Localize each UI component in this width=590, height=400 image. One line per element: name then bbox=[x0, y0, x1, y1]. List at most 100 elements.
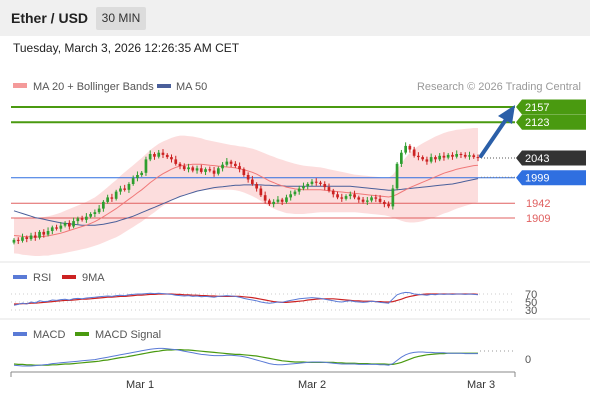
candle bbox=[12, 238, 16, 245]
candle bbox=[136, 171, 139, 182]
candle bbox=[429, 153, 433, 164]
candle bbox=[153, 152, 156, 160]
candle bbox=[246, 172, 250, 183]
candle bbox=[361, 196, 365, 204]
candle bbox=[50, 225, 54, 235]
candle bbox=[46, 227, 50, 237]
level-lines bbox=[11, 106, 515, 219]
candle bbox=[97, 205, 101, 214]
macd-legend-swatch bbox=[13, 332, 27, 336]
candle bbox=[400, 149, 403, 167]
candle bbox=[199, 164, 203, 174]
candle bbox=[255, 182, 258, 192]
candle bbox=[370, 195, 373, 203]
level-tags: 2157 2123 2043 1999 1942 1909 bbox=[516, 99, 586, 225]
candle bbox=[238, 162, 241, 173]
candle bbox=[468, 151, 471, 160]
candle bbox=[417, 152, 420, 161]
svg-text:2043: 2043 bbox=[525, 153, 549, 165]
bollinger-band-area bbox=[14, 128, 478, 256]
candle bbox=[434, 155, 437, 163]
candle bbox=[463, 152, 467, 159]
candle bbox=[451, 152, 454, 160]
candle bbox=[110, 193, 114, 202]
candle bbox=[387, 201, 390, 209]
rsi-line bbox=[13, 291, 479, 306]
candle bbox=[476, 154, 480, 162]
candle bbox=[331, 188, 335, 198]
candle bbox=[285, 194, 288, 204]
rsi-30-label: 30 bbox=[525, 305, 537, 317]
candle bbox=[383, 200, 386, 208]
candle bbox=[366, 196, 369, 206]
candle bbox=[178, 162, 182, 170]
ma50-line bbox=[13, 178, 479, 226]
candle bbox=[102, 200, 105, 212]
candle bbox=[289, 190, 292, 201]
candle bbox=[63, 221, 67, 228]
bollinger-band bbox=[14, 128, 478, 256]
candle bbox=[302, 182, 305, 191]
candle bbox=[408, 144, 412, 153]
macd-signal-legend-swatch bbox=[75, 332, 89, 336]
candle bbox=[344, 194, 348, 201]
copyright-label: Research © 2026 Trading Central bbox=[417, 81, 581, 93]
ma20-legend-swatch bbox=[13, 83, 27, 88]
rsi-ma-line bbox=[14, 293, 479, 305]
level-tag-2157: 2157 bbox=[516, 99, 586, 115]
timeframe-button[interactable]: 30 MIN bbox=[96, 7, 146, 30]
candle bbox=[131, 175, 135, 186]
candle bbox=[319, 180, 322, 186]
ma20-legend-label: MA 20 + Bollinger Bands bbox=[33, 81, 154, 93]
candle bbox=[165, 153, 169, 159]
candle bbox=[59, 222, 63, 232]
datetime-label: Tuesday, March 3, 2026 12:26:35 AM CET bbox=[13, 41, 240, 55]
candle bbox=[442, 152, 446, 161]
candle bbox=[395, 162, 399, 191]
candle bbox=[357, 195, 361, 203]
candle bbox=[234, 161, 237, 168]
rsi-50-label: 50 bbox=[525, 297, 537, 309]
svg-text:2157: 2157 bbox=[525, 102, 549, 114]
candle bbox=[182, 163, 186, 172]
candle bbox=[33, 231, 37, 241]
candle bbox=[161, 149, 165, 159]
candle bbox=[187, 163, 190, 173]
candle bbox=[212, 166, 216, 177]
candle bbox=[378, 195, 382, 204]
candle bbox=[144, 156, 148, 176]
level-tag-2123: 2123 bbox=[516, 114, 586, 130]
candle bbox=[170, 154, 173, 163]
level-tag-1999: 1999 bbox=[516, 170, 586, 186]
ma20-line bbox=[13, 163, 479, 238]
candle bbox=[272, 199, 275, 208]
candle bbox=[72, 217, 75, 229]
candle bbox=[114, 189, 118, 201]
candle bbox=[80, 215, 84, 222]
candle bbox=[157, 149, 161, 159]
candle bbox=[195, 165, 199, 174]
candle bbox=[263, 191, 267, 204]
candle bbox=[268, 198, 271, 206]
chart-header: Ether / USD 30 MIN bbox=[0, 0, 590, 36]
macd-line bbox=[13, 347, 478, 367]
candle bbox=[404, 142, 407, 155]
candle bbox=[68, 220, 71, 230]
candle bbox=[327, 183, 331, 193]
ma50-legend-label: MA 50 bbox=[176, 81, 207, 93]
candle bbox=[191, 165, 195, 173]
instrument-title: Ether / USD bbox=[11, 10, 89, 26]
level-tag-1909: 1909 bbox=[526, 213, 550, 225]
candle bbox=[374, 194, 378, 202]
candle bbox=[242, 167, 246, 177]
candle bbox=[425, 156, 429, 165]
macd-zero-label: 0 bbox=[525, 354, 531, 366]
rsi-legend-swatch bbox=[13, 275, 27, 279]
candle bbox=[225, 158, 229, 167]
candle bbox=[140, 171, 143, 177]
candle bbox=[221, 162, 224, 172]
candle bbox=[21, 233, 24, 243]
candle bbox=[55, 224, 58, 231]
candle bbox=[148, 150, 152, 162]
